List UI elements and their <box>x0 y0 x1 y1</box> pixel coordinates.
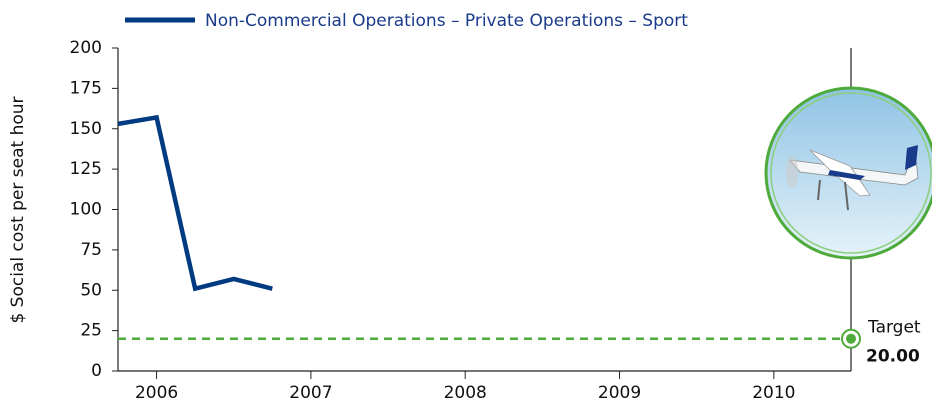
y-tick-label: 200 <box>70 38 102 58</box>
y-tick-label: 125 <box>70 159 102 179</box>
y-tick-label: 25 <box>80 321 102 341</box>
legend-label: Non-Commercial Operations – Private Oper… <box>205 11 688 31</box>
axes <box>117 48 852 372</box>
y-tick-label: 150 <box>70 119 102 139</box>
x-tick-label: 2006 <box>135 383 178 403</box>
y-tick-label: 100 <box>70 200 102 220</box>
target-dot <box>846 333 856 344</box>
y-tick-label: 75 <box>80 240 102 260</box>
x-tick-label: 2009 <box>598 383 641 403</box>
y-tick-label: 0 <box>91 361 102 381</box>
plane-illustration <box>764 86 932 260</box>
x-tick-label: 2010 <box>752 383 795 403</box>
x-tick-label: 2007 <box>289 383 332 403</box>
y-tick-label: 175 <box>70 78 102 98</box>
y-tick-label: 50 <box>80 280 102 300</box>
target-name: Target <box>867 318 921 338</box>
series-line <box>117 114 273 292</box>
target-value: 20.00 <box>866 347 920 367</box>
x-tick-label: 2008 <box>444 383 487 403</box>
y-axis-label: $ Social cost per seat hour <box>8 96 28 323</box>
